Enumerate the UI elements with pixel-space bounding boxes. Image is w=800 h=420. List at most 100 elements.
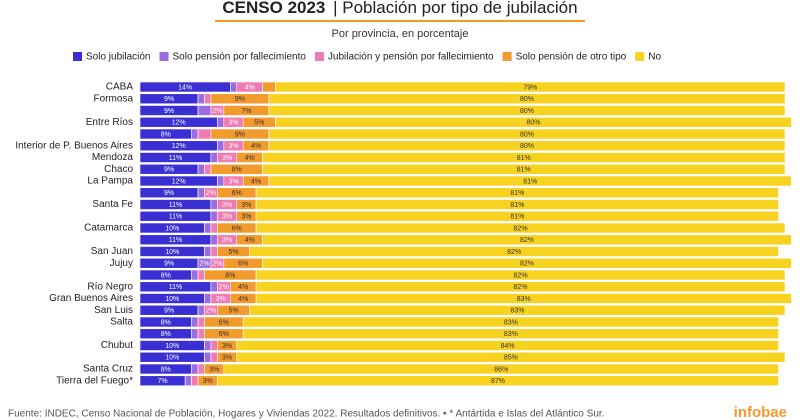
category-label: Catamarca [84,223,133,234]
legend: Solo jubilación Solo pensión por fallecim… [73,52,661,63]
value-label: 10% [165,355,179,362]
bar-segment [249,304,786,316]
bar-segment [204,93,212,105]
value-label: 11% [169,155,183,162]
bar-segment [242,328,779,340]
source: Fuente: INDEC, Censo Nacional de Poblaci… [8,409,604,420]
value-label: 3% [228,143,238,150]
bar-segment [204,246,212,257]
value-label: 81% [517,155,531,162]
value-label: 85% [504,355,518,362]
bar-segment [255,293,792,304]
value-label: 79% [523,84,537,91]
value-label: 82% [514,284,528,291]
value-label: 8% [232,167,242,174]
value-label: 9% [235,96,245,103]
bar-segment [191,375,199,387]
bar-segment [184,375,192,387]
value-label: 9% [164,108,174,115]
value-label: 4% [238,296,248,303]
bar-segment [236,340,779,351]
value-label: 3% [222,155,232,162]
value-label: 84% [501,343,515,350]
bar-segment [217,175,225,187]
bar-segment [197,128,212,140]
bar-segment [210,281,218,293]
value-label: 7% [158,378,168,385]
legend-swatch [502,52,512,61]
category-label: La Pampa [87,176,133,187]
category-label: Chaco [104,164,133,175]
value-label: 9% [164,308,174,315]
value-label: 7% [241,108,251,115]
bar-segment [204,163,212,175]
value-label: 5% [228,249,238,256]
value-label: 12% [172,120,186,127]
value-label: 9% [235,131,245,138]
value-label: 83% [510,308,524,315]
value-label: 12% [172,178,186,185]
value-label: 2% [212,108,222,115]
value-label: 3% [228,178,238,185]
value-label: 82% [514,272,528,279]
value-label: 2% [212,261,222,268]
bar-segment [268,105,786,116]
category-label: Mendoza [92,152,134,163]
value-label: 3% [228,120,238,127]
category-label: Chubut [101,340,133,351]
bar-segment [204,293,212,304]
bar-segment [197,328,205,340]
bar-segment [223,363,779,375]
bar-segment [262,163,786,175]
category-label: CABA [106,82,134,93]
bar-segment [204,351,212,363]
value-label: 4% [245,155,255,162]
value-label: 6% [219,319,229,326]
value-label: 3% [222,343,232,350]
value-label: 2% [219,284,229,291]
chart-subtitle: Por provincia, en porcentaje [332,28,469,40]
value-label: 82% [514,225,528,232]
value-label: 81% [510,214,524,221]
value-label: 4% [245,84,255,91]
bar-segment [242,316,779,328]
category-label: Interior de P. Buenos Aires [15,140,133,151]
legend-label: Solo pensión de otro tipo [516,52,627,63]
bar-segment [210,234,218,246]
category-label: Entre Ríos [86,117,133,128]
legend-label: Solo jubilación [86,52,151,63]
bar-segment [191,363,199,375]
value-label: 9% [164,190,174,197]
value-label: 82% [520,261,534,268]
bar-segment [255,281,786,293]
value-label: 11% [169,237,183,244]
bar-segment [255,269,786,281]
value-label: 2% [206,190,216,197]
bar-segment [204,222,212,234]
plot: CABA 14% 4% 79% Formosa 9% 9% 80% 9% 2% 7% 80% Entre… [15,81,792,387]
category-label: Formosa [94,93,134,104]
value-label: 3% [216,296,226,303]
value-label: 8% [225,272,235,279]
bar-segment [197,105,212,116]
bar-segment [262,152,786,163]
value-label: 11% [169,202,183,209]
value-label: 4% [251,178,261,185]
bar-segment [262,81,276,93]
bar-segment [255,199,779,210]
value-label: 4% [238,284,248,291]
bar-segment [268,140,786,152]
value-label: 10% [165,343,179,350]
bar-segment [197,93,205,105]
value-label: 3% [222,355,232,362]
value-label: 10% [165,225,179,232]
value-label: 82% [507,249,521,256]
bar-segment [275,81,786,93]
title-detail: | Población por tipo de jubilación [333,0,577,17]
bar-segment [191,128,199,140]
value-label: 3% [241,214,251,221]
category-label: Río Negro [87,281,133,292]
bar-segment [249,246,779,257]
bar-segment [268,93,786,105]
value-label: 10% [165,249,179,256]
